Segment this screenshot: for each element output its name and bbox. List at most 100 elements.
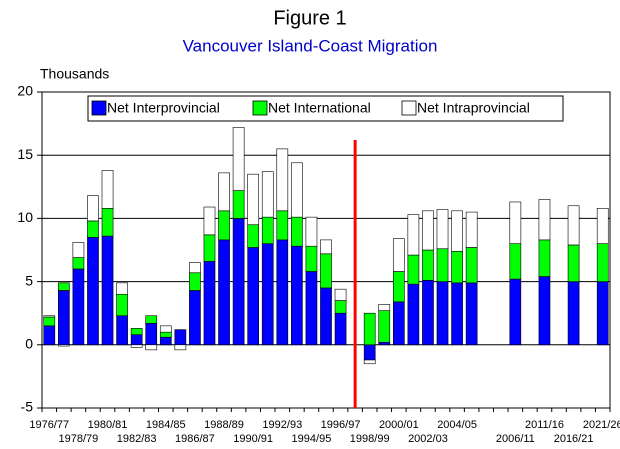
bar-segment <box>363 344 376 361</box>
bar-segment <box>101 235 114 346</box>
bar-segment <box>451 250 463 284</box>
bar-segment <box>247 247 260 346</box>
bar-segment <box>378 310 391 343</box>
bar-segment <box>320 253 332 289</box>
bar-segment <box>596 281 609 346</box>
bar-segment <box>291 216 303 247</box>
bar-segment <box>596 207 609 244</box>
x-tick-label: 2004/05 <box>437 419 477 431</box>
chart-title: Figure 1 <box>273 7 346 29</box>
bar-segment <box>392 271 405 303</box>
bar-segment <box>436 281 449 346</box>
bar-segment <box>422 280 434 346</box>
bar-segment <box>320 287 332 346</box>
bar-segment <box>363 359 376 365</box>
bar-segment <box>261 243 274 346</box>
bar-segment <box>509 278 522 346</box>
y-tick-label: 20 <box>17 83 33 99</box>
bar-segment <box>509 243 522 280</box>
legend-swatch <box>91 100 107 116</box>
bar-segment <box>407 254 420 285</box>
bar-segment <box>159 325 172 333</box>
y-tick-label: 0 <box>25 336 33 352</box>
bar-segment <box>189 262 201 274</box>
bar-segment <box>276 239 289 346</box>
legend-label: Net International <box>268 100 371 116</box>
bar-segment <box>451 282 463 346</box>
bar-segment <box>567 281 580 346</box>
x-tick-label: 2002/03 <box>408 433 448 445</box>
bar-segment <box>392 301 405 346</box>
bar-segment <box>509 201 522 244</box>
bar-segment <box>130 334 143 346</box>
x-tick-label: 1978/79 <box>59 433 99 445</box>
bar-segment <box>101 170 114 209</box>
y-tick-label: -5 <box>21 399 34 415</box>
x-tick-label: 2006/11 <box>496 433 535 445</box>
x-tick-label: 1992/93 <box>262 419 302 431</box>
bar-segment <box>334 288 347 301</box>
bar-segment <box>305 271 318 346</box>
bar-segment <box>363 312 376 346</box>
bar-segment <box>451 210 463 252</box>
bar-segment <box>87 220 99 238</box>
bar-segment <box>189 272 201 291</box>
legend-swatch <box>252 100 268 116</box>
chart-subtitle: Vancouver Island-Coast Migration <box>183 36 438 55</box>
bar-segment <box>43 315 56 318</box>
bar-segment <box>203 261 216 346</box>
x-tick-label: 1976/77 <box>29 419 69 431</box>
bar-segment <box>87 237 99 346</box>
bar-segment <box>72 268 85 346</box>
legend-box <box>87 95 564 122</box>
x-tick-label: 1990/91 <box>233 433 273 445</box>
bar-segment <box>58 282 70 291</box>
bar-segment <box>101 207 114 237</box>
bar-segment <box>305 216 318 247</box>
legend-label: Net Interprovincial <box>107 100 220 116</box>
x-tick-label: 1980/81 <box>88 419 128 431</box>
x-tick-label: 1982/83 <box>117 433 157 445</box>
bar-segment <box>43 316 56 327</box>
bar-segment <box>276 210 289 241</box>
bar-segment <box>567 205 580 246</box>
bar-segment <box>320 239 332 255</box>
y-tick-label: 15 <box>17 146 33 162</box>
bar-segment <box>218 172 230 212</box>
bar-segment <box>130 328 143 335</box>
bar-segment <box>378 341 391 346</box>
y-tick-label: 5 <box>25 272 33 288</box>
bar-segment <box>247 173 260 226</box>
bar-segment <box>145 323 158 346</box>
x-tick-label: 2011/16 <box>525 419 564 431</box>
y-axis-label: Thousands <box>40 66 109 82</box>
bar-segment <box>407 283 420 346</box>
bar-segment <box>465 282 478 346</box>
bar-segment <box>392 238 405 272</box>
bar-segment <box>436 209 449 250</box>
bar-segment <box>174 329 187 346</box>
plot-frame <box>41 91 611 409</box>
bar-segment <box>465 247 478 284</box>
x-tick-label: 2016/21 <box>554 433 594 445</box>
bar-segment <box>247 224 260 248</box>
bar-segment <box>130 344 143 348</box>
bar-segment <box>334 312 347 346</box>
bar-segment <box>261 216 274 244</box>
bar-segment <box>232 127 245 191</box>
bar-segment <box>261 171 274 218</box>
bar-segment <box>305 245 318 272</box>
bar-segment <box>58 344 70 347</box>
bar-segment <box>203 206 216 236</box>
bar-segment <box>422 210 434 251</box>
bar-segment <box>159 331 172 338</box>
bar-segment <box>538 199 551 241</box>
bar-segment <box>291 162 303 218</box>
bar-segment <box>276 148 289 212</box>
bar-segment <box>145 344 158 351</box>
x-tick-label: 1996/97 <box>321 419 361 431</box>
x-tick-label: 2021/26 <box>583 419 620 431</box>
bar-segment <box>407 214 420 256</box>
legend-label: Net Intraprovincial <box>417 100 530 116</box>
